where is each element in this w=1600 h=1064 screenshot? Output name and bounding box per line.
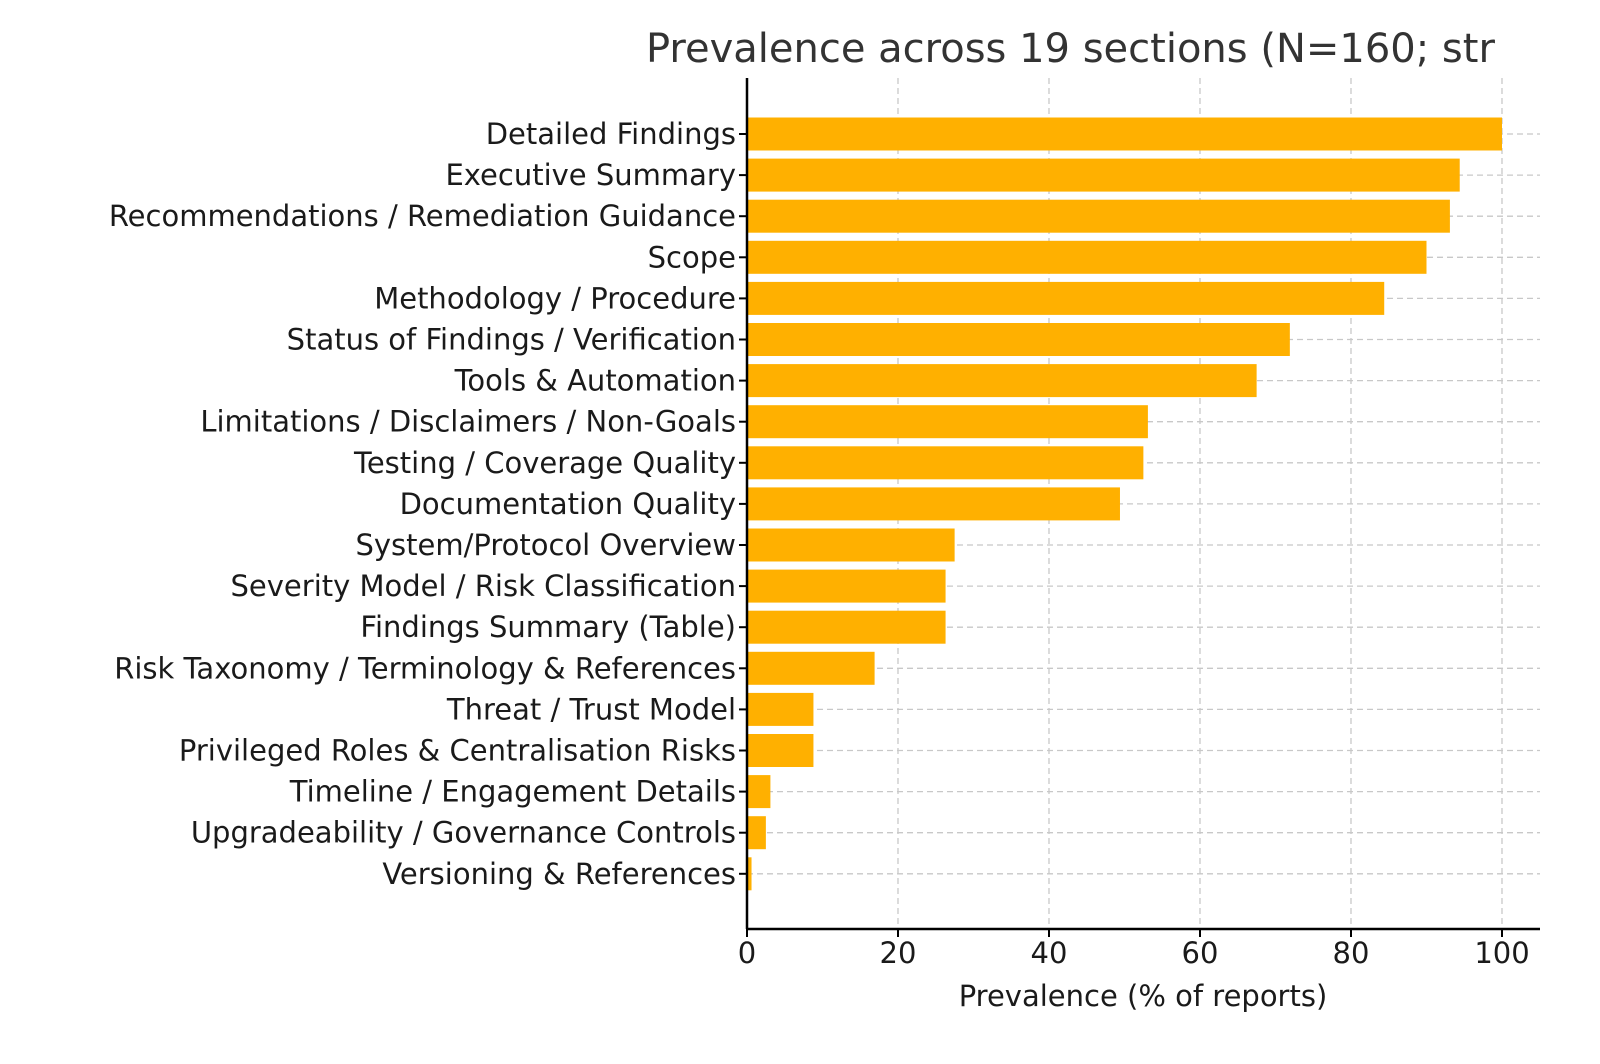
bar	[747, 857, 752, 891]
bar	[747, 569, 946, 603]
x-axis-ticks: 0 20 40 60 80 100	[738, 133, 1530, 970]
x-tick-label: 60	[1182, 936, 1219, 970]
category-label: Documentation Quality	[400, 487, 736, 521]
bar	[747, 158, 1460, 192]
bar	[747, 199, 1450, 233]
category-label: System/Protocol Overview	[355, 528, 736, 562]
bar	[747, 323, 1290, 356]
bar	[747, 734, 814, 767]
bar	[747, 281, 1385, 315]
bar	[747, 117, 1502, 151]
bar	[747, 816, 766, 850]
category-label: Threat / Trust Model	[446, 692, 736, 726]
bar	[747, 692, 814, 726]
category-labels: Detailed Findings Executive Summary Recomm…	[109, 117, 736, 891]
bar	[747, 775, 771, 809]
bar	[747, 528, 955, 562]
category-label: Findings Summary (Table)	[360, 610, 736, 644]
bar	[747, 240, 1427, 274]
category-label: Tools & Automation	[454, 364, 736, 398]
bars	[747, 117, 1502, 891]
x-tick-label: 20	[880, 936, 917, 970]
category-label: Privileged Roles & Centralisation Risks	[179, 734, 736, 768]
category-label: Executive Summary	[445, 158, 736, 192]
category-label: Timeline / Engagement Details	[289, 775, 736, 809]
bar	[747, 405, 1148, 439]
category-label: Severity Model / Risk Classification	[231, 569, 736, 603]
x-tick-label: 100	[1474, 936, 1529, 970]
bar	[747, 487, 1120, 521]
x-tick-label: 40	[1031, 936, 1068, 970]
bar	[747, 651, 875, 685]
category-label: Testing / Coverage Quality	[353, 446, 736, 480]
x-tick-label: 80	[1333, 936, 1370, 970]
category-label: Upgradeability / Governance Controls	[191, 816, 736, 850]
category-label: Recommendations / Remediation Guidance	[109, 199, 736, 233]
category-label: Detailed Findings	[486, 117, 736, 151]
category-label: Versioning & References	[382, 857, 736, 891]
category-label: Risk Taxonomy / Terminology & References	[114, 651, 736, 685]
x-axis-label: Prevalence (% of reports)	[959, 979, 1328, 1013]
bar	[747, 610, 946, 644]
bar	[747, 446, 1144, 480]
bar	[747, 364, 1257, 398]
x-tick-label: 0	[738, 936, 756, 970]
category-label: Limitations / Disclaimers / Non-Goals	[200, 405, 736, 439]
category-label: Scope	[648, 240, 736, 274]
category-label: Status of Findings / Verification	[287, 323, 736, 357]
category-label: Methodology / Procedure	[374, 281, 736, 315]
chart-title: Prevalence across 19 sections (N=160; st…	[646, 26, 1495, 72]
